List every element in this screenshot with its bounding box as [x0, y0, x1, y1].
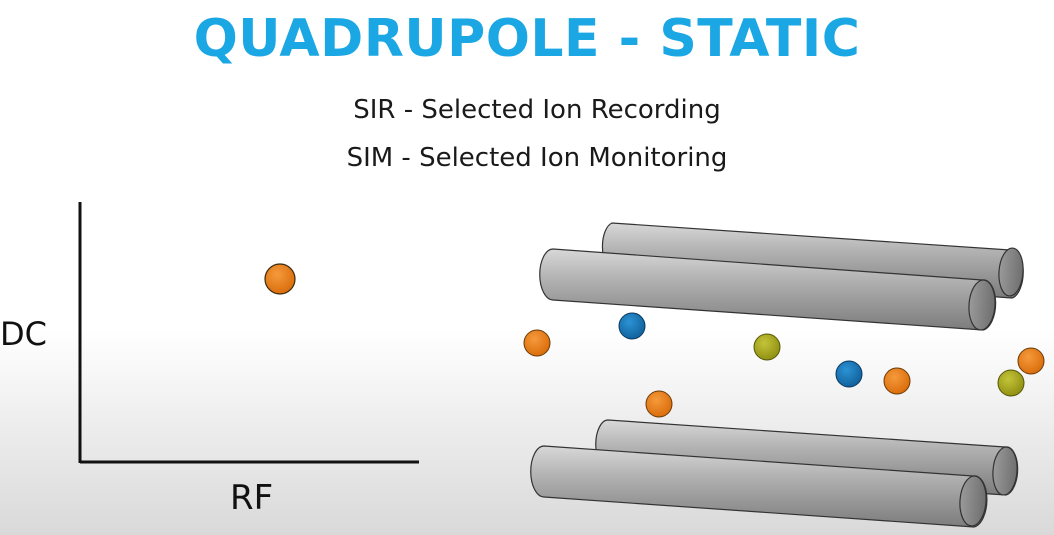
ion-yellow: [753, 333, 781, 361]
ion-blue: [618, 312, 646, 340]
ion-blue: [835, 360, 863, 388]
ion-orange: [645, 390, 673, 418]
plot-axes: [78, 202, 419, 464]
ion-orange: [1017, 347, 1045, 375]
rod-bottom-front: [530, 445, 988, 528]
ions: [523, 312, 1045, 418]
plot-ion-point: [264, 263, 296, 295]
subtitle-sir: SIR - Selected Ion Recording: [353, 95, 721, 125]
ion-orange: [883, 367, 911, 395]
subtitle-sim: SIM - Selected Ion Monitoring: [346, 143, 728, 173]
x-axis-label: RF: [230, 478, 274, 518]
rod-top-front: [539, 248, 997, 331]
page-title: QUADRUPOLE - STATIC: [193, 9, 861, 69]
ion-orange: [523, 329, 551, 357]
ion-yellow: [997, 369, 1025, 397]
y-axis-label: DC: [0, 315, 47, 353]
